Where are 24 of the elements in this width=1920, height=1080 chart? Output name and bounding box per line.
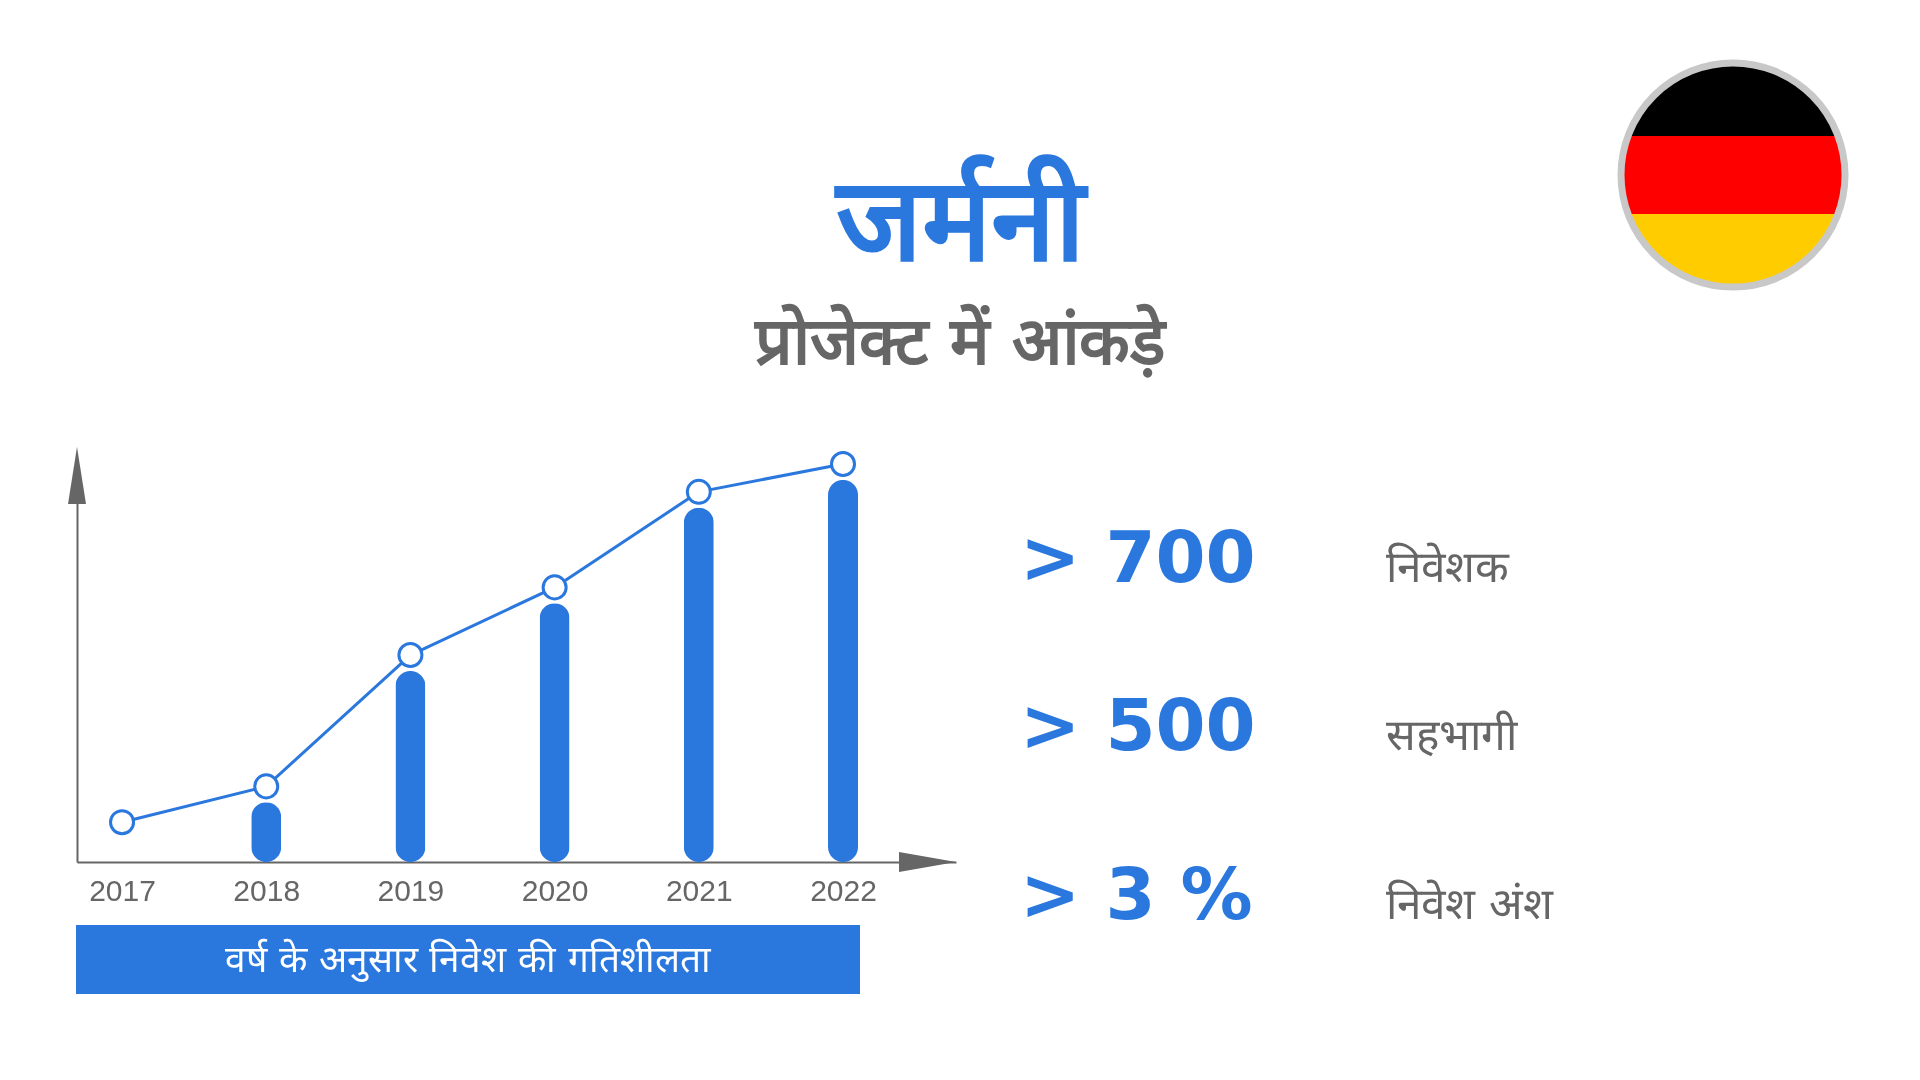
x-tick-label: 2022: [810, 873, 877, 907]
x-tick-label: 2020: [521, 873, 589, 907]
x-tick-label: 2017: [89, 873, 156, 907]
chart-title: जर्मनी: [833, 152, 1090, 287]
text: सहभागी: [1386, 708, 1517, 762]
bar: [683, 507, 714, 862]
bar: [539, 603, 570, 862]
chart-subtitle: प्रोजेक्ट में आंकड़े: [753, 302, 1168, 382]
point: [685, 478, 712, 505]
x-tick-label: 2018: [233, 873, 301, 907]
bar: [395, 670, 426, 862]
x-tick-label: 2021: [665, 873, 733, 907]
point: [109, 809, 136, 836]
point: [397, 642, 424, 669]
text: निवेशक: [1386, 540, 1509, 594]
text: > 500: [1020, 682, 1256, 769]
text: > 3 %: [1020, 851, 1253, 938]
point: [541, 574, 568, 601]
text: निवेश अंश: [1386, 877, 1553, 931]
point: [829, 451, 857, 477]
text: > 700: [1020, 514, 1256, 601]
bar: [828, 479, 858, 862]
x-tick-label: 2019: [377, 873, 445, 907]
point: [253, 773, 280, 800]
